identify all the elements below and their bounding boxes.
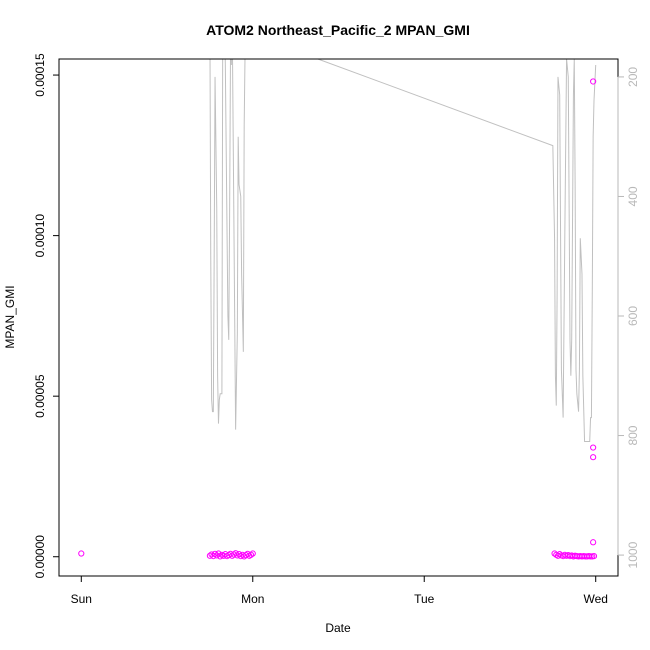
series-line — [209, 59, 597, 443]
data-point — [590, 454, 597, 461]
right-axis-series — [209, 59, 597, 443]
data-point — [590, 78, 597, 85]
data-point — [249, 550, 256, 557]
right-tick-label: 600 — [626, 306, 640, 326]
y-tick-label: 0.00010 — [33, 214, 47, 258]
data-point — [590, 444, 597, 451]
x-tick-label: Mon — [241, 592, 264, 606]
right-tick-label: 400 — [626, 186, 640, 206]
points-series — [78, 78, 598, 560]
data-point — [206, 552, 213, 559]
data-point — [247, 551, 255, 558]
data-point — [217, 553, 224, 560]
chart-title: ATOM2 Northeast_Pacific_2 MPAN_GMI — [206, 22, 470, 38]
data-point — [587, 553, 594, 560]
right-tick-label: 800 — [626, 425, 640, 445]
y-tick-label: 0.00000 — [33, 535, 47, 579]
data-point — [78, 550, 85, 557]
data-point — [590, 552, 598, 560]
right-tick-label: 200 — [626, 67, 640, 87]
data-point — [211, 550, 219, 557]
right-axis: 200 400 600 800 1000 — [617, 67, 640, 568]
y-axis-label: MPAN_GMI — [3, 285, 17, 348]
y-tick-label: 0.00005 — [33, 374, 47, 418]
x-axis: Sun Mon Tue Wed — [71, 575, 608, 606]
y-axis: 0.00000 0.00005 0.00010 0.00015 — [33, 53, 60, 579]
x-tick-label: Wed — [583, 592, 607, 606]
data-point — [235, 551, 243, 558]
x-tick-label: Sun — [71, 592, 92, 606]
x-axis-label: Date — [325, 621, 351, 635]
x-tick-label: Tue — [414, 592, 435, 606]
data-point — [590, 539, 597, 546]
right-tick-label: 1000 — [626, 541, 640, 568]
y-tick-label: 0.00015 — [33, 53, 47, 97]
